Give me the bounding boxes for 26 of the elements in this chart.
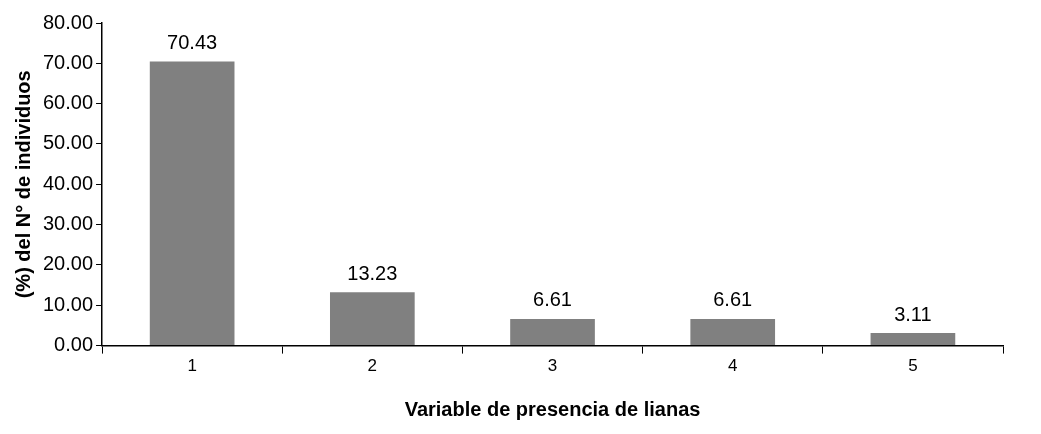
y-tick-label: 60.00: [42, 91, 94, 114]
bar: [329, 292, 415, 346]
y-tick-label: 50.00: [42, 131, 94, 154]
y-tick-label: 70.00: [42, 50, 94, 73]
bar: [149, 61, 235, 346]
data-label: 13.23: [347, 261, 398, 284]
data-label: 6.61: [533, 288, 572, 311]
x-tick-label: 5: [908, 356, 918, 376]
x-axis-title: Variable de presencia de lianas: [404, 397, 701, 420]
y-axis-title: (%) del N° de individuos: [11, 70, 34, 299]
x-tick-label: 1: [187, 356, 197, 376]
data-label: 3.11: [894, 302, 932, 325]
bar: [510, 318, 595, 346]
y-tick-label: 80.00: [42, 10, 94, 33]
y-tick-label: 30.00: [42, 212, 94, 235]
data-label: 70.43: [167, 31, 218, 54]
y-tick-label: 10.00: [42, 292, 94, 315]
y-tick-label: 0.00: [54, 333, 94, 356]
x-tick-label: 4: [727, 356, 738, 376]
x-tick-label: 3: [547, 356, 558, 376]
data-label: 6.61: [713, 288, 753, 311]
bar: [690, 318, 776, 346]
x-tick-label: 2: [367, 356, 378, 376]
y-tick-label: 20.00: [42, 252, 94, 275]
bar: [870, 333, 956, 346]
y-tick-label: 40.00: [42, 171, 94, 194]
